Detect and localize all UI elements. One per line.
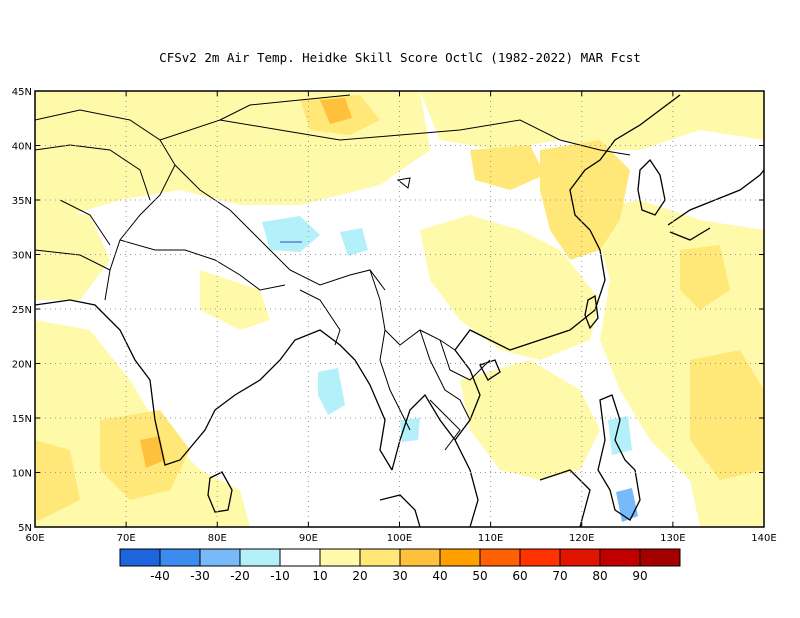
lon-tick-label: 120E — [569, 533, 594, 544]
lat-tick-label: 15N — [12, 414, 32, 425]
colorbar-swatch — [599, 548, 641, 567]
colorbar-label: 80 — [592, 569, 607, 583]
colorbar-label: -20 — [230, 569, 250, 583]
colorbar-label: 10 — [312, 569, 327, 583]
lon-tick-label: 110E — [478, 533, 503, 544]
colorbar-label: 60 — [512, 569, 527, 583]
longitude-axis: 60E 70E 80E 90E 100E 110E 120E 130E 140E — [25, 91, 777, 544]
latitude-axis: 45N 40N 35N 30N 25N 20N 15N 10N 5N — [12, 87, 764, 534]
lat-tick-label: 25N — [12, 305, 32, 316]
colorbar-swatch — [199, 548, 241, 567]
colorbar-label: 40 — [432, 569, 447, 583]
colorbar-label: 90 — [632, 569, 647, 583]
colorbar-label: 30 — [392, 569, 407, 583]
colorbar-swatch — [519, 548, 561, 567]
lat-tick-label: 10N — [12, 469, 32, 480]
colorbar-label: -30 — [190, 569, 210, 583]
map-title: CFSv2 2m Air Temp. Heidke Skill Score Oc… — [159, 50, 641, 65]
colorbar-swatch — [319, 548, 361, 567]
lat-tick-label: 20N — [12, 360, 32, 371]
lon-tick-label: 90E — [299, 533, 318, 544]
colorbar-swatch — [359, 548, 401, 567]
colorbar: -40 -30 -20 -10 10 20 30 40 50 60 70 80 90 — [119, 548, 681, 583]
lat-tick-label: 45N — [12, 87, 32, 98]
colorbar-swatch — [559, 548, 601, 567]
colorbar-swatch — [479, 548, 521, 567]
lat-tick-label: 5N — [18, 523, 32, 534]
colorbar-swatch — [399, 548, 441, 567]
colorbar-swatch — [279, 548, 321, 567]
lat-tick-label: 40N — [12, 142, 32, 153]
lon-tick-label: 80E — [208, 533, 227, 544]
colorbar-swatch — [439, 548, 481, 567]
colorbar-swatch — [239, 548, 281, 567]
lon-tick-label: 70E — [117, 533, 136, 544]
colorbar-label: 50 — [472, 569, 487, 583]
lon-tick-label: 60E — [25, 533, 44, 544]
lon-tick-label: 130E — [660, 533, 685, 544]
colorbar-label: 20 — [352, 569, 367, 583]
colorbar-label: 70 — [552, 569, 567, 583]
lat-tick-label: 35N — [12, 196, 32, 207]
colorbar-swatch — [159, 548, 201, 567]
lat-tick-label: 30N — [12, 251, 32, 262]
colorbar-swatch — [639, 548, 681, 567]
colorbar-label: -40 — [150, 569, 170, 583]
lon-tick-label: 100E — [387, 533, 412, 544]
colorbar-swatch — [119, 548, 161, 567]
coastlines — [35, 94, 764, 527]
colorbar-label: -10 — [270, 569, 290, 583]
lon-tick-label: 140E — [751, 533, 776, 544]
